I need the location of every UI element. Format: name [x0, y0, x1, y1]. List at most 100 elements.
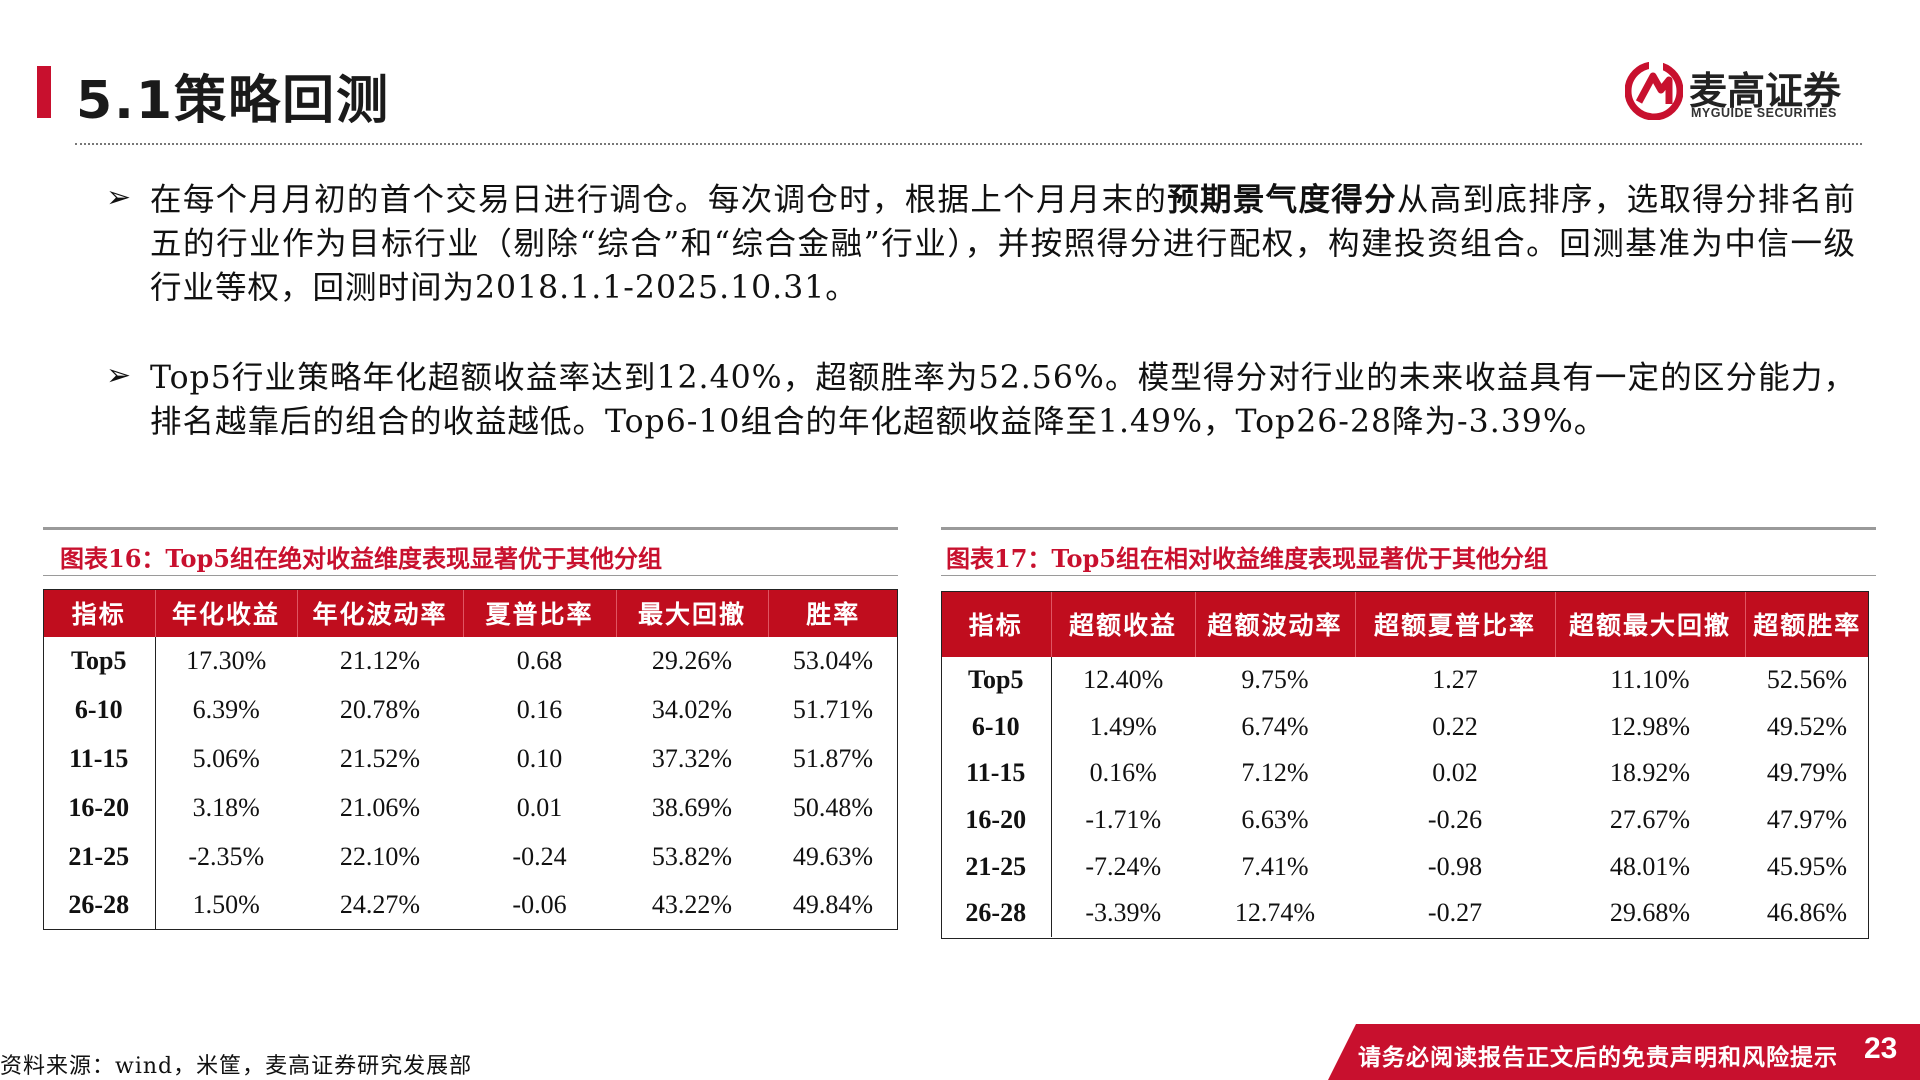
- table1-top-rule: [43, 527, 898, 530]
- table2-cell: 7.41%: [1241, 851, 1309, 881]
- table1-cell: 38.69%: [651, 792, 733, 822]
- table1-cell: 20.78%: [339, 695, 421, 725]
- table1-header-cell: 指标: [43, 589, 156, 637]
- table2-relative-returns: 指标 超额收益 超额波动率 超额夏普比率 超额最大回撤 超额胜率 Top5 12.…: [941, 591, 1869, 937]
- bullet-arrow-icon: ➢: [106, 358, 132, 393]
- table1-row-label: 26-28: [43, 880, 156, 930]
- table1-cell: 53.04%: [792, 646, 874, 676]
- bullet-text-post: 从高到底排序，选取得分排名前五的行业作为目标行业（剔除“综合”和“综合金融”行业…: [150, 182, 1856, 306]
- table2-cell: 0.22: [1432, 711, 1478, 741]
- table1-cell: 0.01: [516, 792, 563, 822]
- header-divider: [75, 143, 1862, 145]
- table2-sub-rule: [941, 575, 1876, 576]
- table2-cell: 0.16%: [1089, 758, 1157, 788]
- table1-cell: 0.10: [516, 743, 563, 773]
- bullet-text-pre: 在每个月月初的首个交易日进行调仓。每次调仓时，根据上个月月末的: [150, 182, 1168, 218]
- table1-cell: 24.27%: [339, 890, 421, 920]
- table1-cell: 51.87%: [792, 743, 874, 773]
- table2-cell: 27.67%: [1609, 805, 1691, 835]
- table1-cell: -0.24: [512, 841, 567, 871]
- table1-cell: 49.63%: [792, 841, 874, 871]
- table2-row-label: 11-15: [941, 750, 1052, 797]
- table2-cell: 29.68%: [1609, 898, 1691, 928]
- table2-row-label: 6-10: [941, 703, 1052, 751]
- table2-row: 26-28 -3.39% 12.74% -0.27 29.68% 46.86%: [941, 889, 1869, 937]
- table2-cell: -0.26: [1427, 805, 1483, 835]
- bullet-text: 在每个月月初的首个交易日进行调仓。每次调仓时，根据上个月月末的预期景气度得分从高…: [150, 178, 1856, 310]
- table2-row-label: 16-20: [941, 796, 1052, 844]
- table1-row: 21-25 -2.35% 22.10% -0.24 53.82% 49.63%: [43, 832, 898, 881]
- table1-cell: 5.06%: [192, 743, 260, 773]
- table2-cell: 18.92%: [1609, 758, 1691, 788]
- table1-row: 11-15 5.06% 21.52% 0.10 37.32% 51.87%: [43, 734, 898, 784]
- table2-header-cell: 超额胜率: [1745, 591, 1869, 657]
- table1-title: 图表16：Top5组在绝对收益维度表现显著优于其他分组: [60, 544, 662, 573]
- table2-cell: 52.56%: [1766, 665, 1848, 695]
- table2-cell: 12.40%: [1083, 665, 1164, 695]
- disclaimer-band: [1328, 1024, 1920, 1080]
- table2-cell: 6.74%: [1241, 711, 1309, 741]
- table2-title: 图表17：Top5组在相对收益维度表现显著优于其他分组: [946, 544, 1548, 573]
- table1-cell: 53.82%: [651, 841, 733, 871]
- table1-cell: 21.52%: [339, 743, 421, 773]
- table2-cell: 49.52%: [1766, 711, 1848, 741]
- table1-header-row: 指标 年化收益 年化波动率 夏普比率 最大回撤 胜率: [43, 589, 898, 637]
- page-number: 23: [1864, 1032, 1898, 1065]
- table1-header-cell: 夏普比率: [463, 589, 617, 637]
- table1-row-label: 6-10: [43, 685, 156, 735]
- table2-cell: 9.75%: [1241, 665, 1309, 695]
- table2-cell: 47.97%: [1766, 805, 1848, 835]
- brand-logo: 麦高证券 MYGUIDE SECURITIES: [1625, 58, 1850, 128]
- disclaimer-text: 请务必阅读报告正文后的免责声明和风险提示: [1358, 1044, 1838, 1071]
- bullet-text-bold: 预期景气度得分: [1167, 181, 1397, 218]
- bullet-rebalance: ➢ 在每个月月初的首个交易日进行调仓。每次调仓时，根据上个月月末的预期景气度得分…: [106, 178, 1856, 310]
- bullet-text: Top5行业策略年化超额收益率达到12.40%，超额胜率为52.56%。模型得分…: [150, 356, 1856, 444]
- table1-cell: 37.32%: [651, 743, 733, 773]
- table2-cell: -3.39%: [1085, 898, 1162, 928]
- table2-row-label: 21-25: [941, 843, 1052, 890]
- table1-row: Top5 17.30% 21.12% 0.68 29.26% 53.04%: [43, 637, 898, 686]
- table2-row: 16-20 -1.71% 6.63% -0.26 27.67% 47.97%: [941, 796, 1869, 844]
- table1-row-label: 11-15: [43, 734, 156, 784]
- table2-cell: 6.63%: [1241, 805, 1309, 835]
- bullet-performance: ➢ Top5行业策略年化超额收益率达到12.40%，超额胜率为52.56%。模型…: [106, 356, 1856, 444]
- table2-cell: -7.24%: [1085, 851, 1162, 881]
- logo-mark-icon: [1625, 62, 1683, 120]
- table1-cell: 21.12%: [339, 646, 421, 676]
- table2-row: 21-25 -7.24% 7.41% -0.98 48.01% 45.95%: [941, 843, 1869, 890]
- table2-cell: -0.27: [1427, 898, 1483, 928]
- table2-cell: 12.98%: [1609, 711, 1691, 741]
- table1-row-label: 16-20: [43, 783, 156, 833]
- table1-header-cell: 最大回撤: [616, 589, 769, 637]
- table2-cell: 1.49%: [1089, 711, 1157, 741]
- table1-row: 6-10 6.39% 20.78% 0.16 34.02% 51.71%: [43, 685, 898, 735]
- table1-cell: 43.22%: [651, 890, 733, 920]
- table1-cell: 0.16: [516, 695, 563, 725]
- table2-cell: 48.01%: [1609, 851, 1691, 881]
- page-title: 5.1策略回测: [76, 71, 391, 131]
- table1-row-label: Top5: [43, 637, 156, 686]
- table2-row: 11-15 0.16% 7.12% 0.02 18.92% 49.79%: [941, 750, 1869, 797]
- table2-cell: -1.71%: [1085, 805, 1162, 835]
- source-note: 资料来源：wind，米筐，麦高证券研究发展部: [0, 1054, 473, 1079]
- table2-header-cell: 超额夏普比率: [1355, 591, 1556, 657]
- table2-cell: 12.74%: [1234, 898, 1316, 928]
- table2-header-cell: 指标: [941, 591, 1052, 657]
- table1-cell: 34.02%: [651, 695, 733, 725]
- table2-row: 6-10 1.49% 6.74% 0.22 12.98% 49.52%: [941, 703, 1869, 751]
- table1-cell: 49.84%: [792, 890, 874, 920]
- table1-cell: -2.35%: [188, 841, 265, 871]
- table1-cell: 29.26%: [651, 646, 733, 676]
- table2-row-label: Top5: [941, 657, 1052, 704]
- table2-row-label: 26-28: [941, 889, 1052, 937]
- table1-cell: 21.06%: [339, 792, 421, 822]
- bullet-text-pre: Top5行业策略年化超额收益率达到12.40%，超额胜率为52.56%。模型得分…: [150, 360, 1856, 440]
- table2-cell: 0.02: [1432, 758, 1478, 788]
- table2-cell: -0.98: [1427, 851, 1483, 881]
- table1-cell: 50.48%: [792, 792, 874, 822]
- table2-cell: 7.12%: [1241, 758, 1309, 788]
- table2-header-cell: 超额波动率: [1195, 591, 1356, 657]
- table1-cell: 6.39%: [192, 695, 260, 725]
- table2-cell: 45.95%: [1766, 851, 1848, 881]
- table1-header-cell: 年化波动率: [297, 589, 464, 637]
